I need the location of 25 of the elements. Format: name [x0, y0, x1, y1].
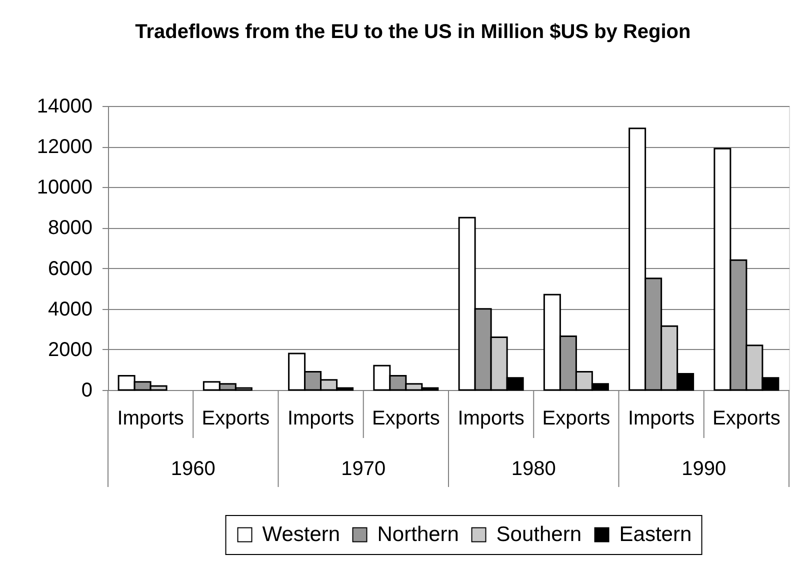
legend-label: Northern	[377, 522, 459, 546]
x-tick-label: Imports	[287, 408, 354, 430]
x-tick-label: Exports	[372, 408, 440, 430]
y-tick-label: 6000	[48, 258, 92, 280]
x-tick-label: Imports	[458, 408, 524, 430]
x-tick-label: Exports	[202, 408, 270, 430]
text: 1970	[341, 458, 386, 480]
legend-label: Western	[262, 522, 340, 546]
x-tick-label: Imports	[628, 408, 695, 430]
y-tick-label: 4000	[48, 298, 92, 320]
x-tick-label: Imports	[117, 408, 184, 430]
y-tick-label: 0	[81, 380, 92, 402]
y-tick-label: 2000	[48, 338, 92, 361]
text: 1980	[511, 458, 556, 480]
y-tick-label: 12000	[36, 136, 92, 158]
legend-label: Southern	[496, 522, 582, 546]
chart-title: Tradeflows from the EU to the US in Million $US by Region	[135, 21, 691, 43]
legend-label: Eastern	[619, 522, 692, 546]
text: 1960	[170, 458, 216, 480]
y-tick-label: 10000	[36, 176, 92, 199]
text: 1990	[682, 458, 726, 480]
y-tick-label: 14000	[36, 96, 92, 118]
y-tick-label: 8000	[48, 217, 92, 240]
x-tick-label: Exports	[712, 408, 780, 430]
x-tick-label: Exports	[542, 408, 610, 430]
